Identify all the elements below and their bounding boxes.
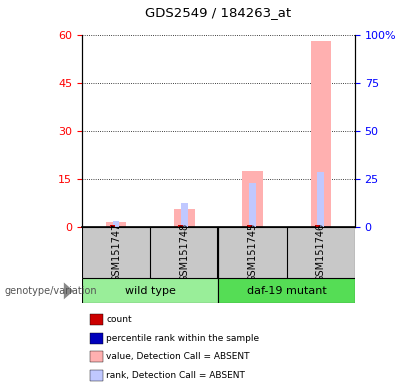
Bar (106, 222, 126, 227)
Bar (82, 278, 218, 303)
Text: daf-19 mutant: daf-19 mutant (247, 286, 326, 296)
Text: GDS2549 / 184263_at: GDS2549 / 184263_at (145, 6, 291, 19)
Bar (318, 172, 324, 227)
Text: percentile rank within the sample: percentile rank within the sample (106, 334, 260, 343)
Text: GSM151747: GSM151747 (111, 223, 121, 282)
Bar (310, 41, 331, 227)
Bar (113, 221, 119, 227)
Text: genotype/variation: genotype/variation (4, 286, 97, 296)
Bar (90, 314, 103, 325)
Text: GSM151748: GSM151748 (179, 223, 189, 282)
Bar (90, 370, 103, 381)
Bar (181, 203, 188, 227)
Bar (247, 225, 252, 227)
Text: rank, Detection Call = ABSENT: rank, Detection Call = ABSENT (106, 371, 245, 380)
Bar (90, 351, 103, 362)
Bar (90, 333, 103, 344)
Text: count: count (106, 315, 132, 324)
Bar (178, 225, 183, 227)
Bar (174, 209, 194, 227)
Text: value, Detection Call = ABSENT: value, Detection Call = ABSENT (106, 352, 250, 361)
Bar (315, 225, 320, 227)
Bar (249, 184, 256, 227)
Text: GSM151745: GSM151745 (247, 223, 257, 282)
Text: wild type: wild type (125, 286, 176, 296)
Bar (218, 278, 355, 303)
Text: GSM151746: GSM151746 (316, 223, 326, 282)
Bar (242, 170, 263, 227)
Bar (110, 225, 115, 227)
Polygon shape (64, 283, 74, 300)
